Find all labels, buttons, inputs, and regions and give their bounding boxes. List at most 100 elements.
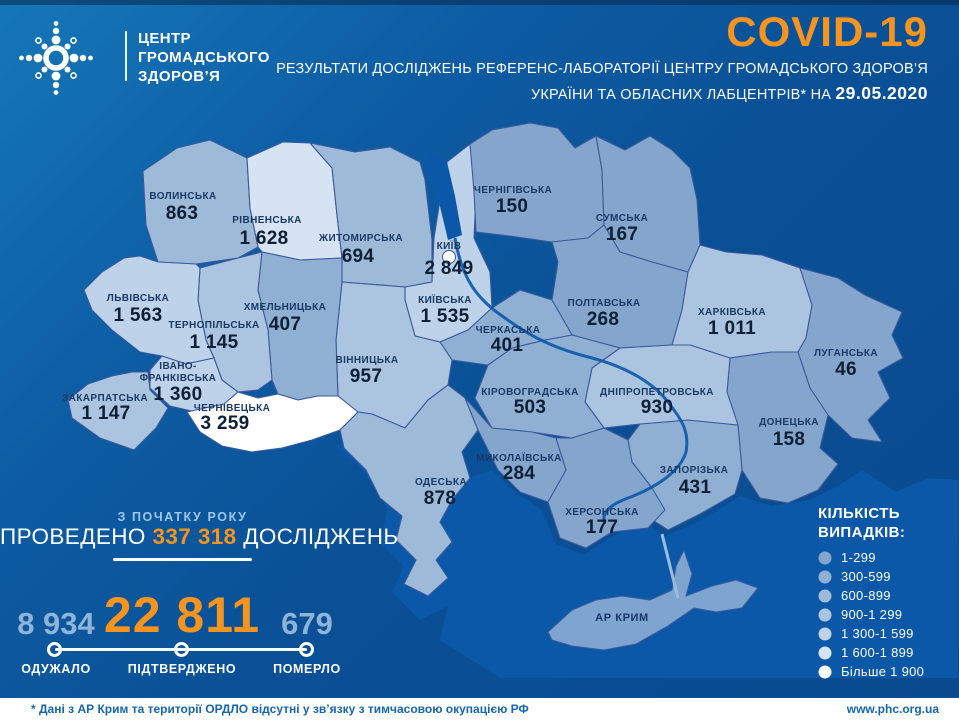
region-value: 878 bbox=[424, 488, 457, 509]
tested-line: ПРОВЕДЕНО 337 318 ДОСЛІДЖЕНЬ bbox=[0, 524, 398, 550]
region-label: ХАРКІВСЬКА bbox=[698, 307, 766, 318]
region-label: ЗАПОРІЗЬКА bbox=[660, 465, 729, 476]
logo-line3: ЗДОРОВ’Я bbox=[138, 68, 221, 85]
kyiv-reservoir bbox=[424, 152, 462, 240]
region-value: 401 bbox=[491, 335, 524, 356]
legend-row: 300-599 bbox=[818, 567, 956, 586]
subtitle-line2-text: УКРАЇНИ ТА ОБЛАСНИХ ЛАБЦЕНТРІВ* НА bbox=[530, 87, 832, 103]
region-label: ЛУГАНСЬКА bbox=[814, 348, 878, 359]
region-label: ПОЛТАВСЬКА bbox=[567, 298, 640, 309]
legend-row: 1 300-1 599 bbox=[818, 624, 956, 643]
covid-title: COVID-19 bbox=[726, 8, 928, 55]
footer-bar: * Дані з АР Крим та території ОРДЛО відс… bbox=[0, 698, 959, 720]
region-luhanska bbox=[797, 267, 904, 443]
crimea-label: АР КРИМ bbox=[595, 612, 649, 624]
died-value: 679 bbox=[281, 606, 333, 641]
timeline-dot-confirmed bbox=[174, 642, 189, 657]
phc-starburst-icon bbox=[19, 21, 93, 95]
region-label: ЧЕРКАСЬКА bbox=[476, 325, 541, 336]
region-label: СУМСЬКА bbox=[596, 213, 648, 224]
top-accent-bar bbox=[0, 0, 959, 5]
region-label: ФРАНКІВСЬКА bbox=[140, 373, 217, 384]
legend: КІЛЬКІСТЬ ВИПАДКІВ: 1-299 300-599 600-89… bbox=[818, 504, 956, 681]
legend-swatch bbox=[818, 608, 832, 621]
region-khersonska bbox=[547, 427, 666, 549]
legend-row: Більше 1 900 bbox=[818, 662, 956, 681]
region-value: 268 bbox=[587, 309, 620, 330]
logo-line1: ЦЕНТР bbox=[138, 30, 191, 47]
region-label: РІВНЕНСЬКА bbox=[232, 215, 302, 226]
region-value: 3 259 bbox=[200, 413, 249, 434]
kyiv-city-value: 2 849 bbox=[424, 258, 473, 279]
region-value: 694 bbox=[342, 246, 375, 267]
period-label: З ПОЧАТКУ РОКУ bbox=[117, 510, 248, 524]
region-value: 431 bbox=[679, 477, 712, 498]
phc-logo: ЦЕНТР ГРОМАДСЬКОГО ЗДОРОВ’Я bbox=[18, 20, 318, 100]
region-value: 167 bbox=[606, 224, 639, 245]
legend-title-line1: КІЛЬКІСТЬ bbox=[818, 505, 900, 522]
legend-swatch bbox=[818, 627, 832, 640]
logo-divider bbox=[125, 31, 127, 81]
region-label: КІРОВОГРАДСЬКА bbox=[481, 387, 578, 398]
arabat-spit bbox=[660, 533, 680, 599]
region-value: 150 bbox=[496, 196, 529, 217]
legend-label: 1-299 bbox=[841, 550, 876, 565]
legend-swatch bbox=[818, 589, 832, 602]
region-value: 1 147 bbox=[81, 403, 130, 424]
region-chernihivska bbox=[469, 122, 605, 243]
region-value: 1 011 bbox=[708, 318, 756, 339]
region-chernivetska bbox=[186, 391, 359, 453]
region-label: ЧЕРНІВЕЦЬКА bbox=[194, 403, 270, 414]
logo-line2: ГРОМАДСЬКОГО bbox=[138, 49, 270, 66]
tested-value: 337 318 bbox=[152, 524, 237, 549]
subtitle-line2: УКРАЇНИ ТА ОБЛАСНИХ ЛАБЦЕНТРІВ* НА 29.05… bbox=[268, 83, 928, 104]
region-label: ВІННИЦЬКА bbox=[335, 355, 398, 366]
region-value: 158 bbox=[773, 429, 806, 450]
tested-prefix: ПРОВЕДЕНО bbox=[0, 524, 146, 549]
legend-swatch bbox=[818, 570, 832, 583]
legend-row: 1 600-1 899 bbox=[818, 643, 956, 662]
kyiv-city-marker bbox=[442, 250, 456, 264]
timeline-dot-died bbox=[299, 642, 314, 657]
region-label: ДНІПРОПЕТРОВСЬКА bbox=[600, 387, 714, 398]
region-label: ІВАНО- bbox=[159, 361, 196, 372]
legend-label: Більше 1 900 bbox=[841, 664, 925, 679]
region-kharkivska bbox=[671, 244, 813, 359]
region-label: МИКОЛАЇВСЬКА bbox=[476, 451, 562, 464]
region-value: 407 bbox=[269, 314, 302, 335]
region-value: 1 360 bbox=[153, 384, 202, 405]
legend-swatch bbox=[818, 665, 832, 678]
legend-label: 1 300-1 599 bbox=[841, 626, 914, 641]
legend-swatch bbox=[818, 646, 832, 659]
logo-text: ЦЕНТР ГРОМАДСЬКОГО ЗДОРОВ’Я bbox=[138, 29, 270, 86]
region-value: 1 628 bbox=[239, 228, 288, 249]
region-value: 46 bbox=[835, 359, 857, 380]
recovered-value: 8 934 bbox=[17, 606, 95, 641]
confirmed-label: ПІДТВЕРДЖЕНО bbox=[127, 662, 237, 676]
legend-row: 600-899 bbox=[818, 586, 956, 605]
confirmed-value: 22 811 bbox=[103, 587, 261, 643]
legend-label: 1 600-1 899 bbox=[841, 645, 914, 660]
footer-note: * Дані з АР Крим та території ОРДЛО відс… bbox=[31, 702, 529, 716]
black-sea bbox=[336, 386, 958, 678]
region-label: КИЇВСЬКА bbox=[418, 293, 472, 306]
region-label: ЗАКАРПАТСЬКА bbox=[62, 393, 148, 404]
region-value: 284 bbox=[503, 463, 536, 484]
region-value: 957 bbox=[350, 366, 383, 387]
legend-row: 1-299 bbox=[818, 548, 956, 567]
region-value: 1 145 bbox=[189, 332, 238, 353]
recovered-label: ОДУЖАЛО bbox=[21, 662, 91, 676]
tested-suffix: ДОСЛІДЖЕНЬ bbox=[243, 524, 399, 549]
region-odeska bbox=[339, 384, 479, 597]
legend-label: 600-899 bbox=[841, 588, 891, 603]
region-label: ОДЕСЬКА bbox=[415, 477, 467, 488]
dnipro-river bbox=[453, 237, 689, 525]
region-value: 177 bbox=[586, 517, 619, 538]
legend-swatch bbox=[818, 551, 832, 564]
timeline-dot-recovered bbox=[47, 642, 62, 657]
legend-label: 900-1 299 bbox=[841, 607, 903, 622]
region-label: ЧЕРНІГІВСЬКА bbox=[474, 185, 552, 196]
region-label: ВОЛИНСЬКА bbox=[149, 191, 216, 202]
region-value: 1 563 bbox=[113, 305, 162, 326]
